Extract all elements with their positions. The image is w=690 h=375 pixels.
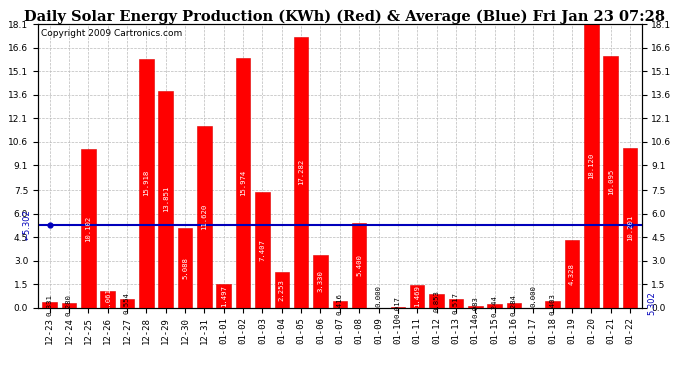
Bar — [352, 223, 366, 308]
Text: Daily Solar Energy Production (KWh) (Red) & Average (Blue) Fri Jan 23 07:28: Daily Solar Energy Production (KWh) (Red… — [25, 9, 665, 24]
Bar — [410, 285, 424, 308]
Bar — [119, 299, 135, 307]
Text: 10.201: 10.201 — [627, 214, 633, 241]
Text: 16.095: 16.095 — [608, 168, 613, 195]
Text: 15.974: 15.974 — [240, 170, 246, 196]
Bar — [61, 303, 76, 307]
Bar — [81, 150, 95, 308]
Text: 18.120: 18.120 — [589, 153, 594, 179]
Bar — [487, 304, 502, 307]
Text: 4.328: 4.328 — [569, 263, 575, 285]
Text: 3.330: 3.330 — [317, 270, 324, 292]
Bar — [255, 192, 270, 308]
Bar — [217, 284, 231, 308]
Text: 11.620: 11.620 — [201, 204, 208, 230]
Text: 0.416: 0.416 — [337, 293, 343, 315]
Bar — [197, 126, 212, 308]
Bar — [448, 299, 463, 307]
Text: 5.400: 5.400 — [356, 254, 362, 276]
Text: 0.403: 0.403 — [550, 293, 555, 315]
Text: 0.000: 0.000 — [375, 285, 382, 307]
Bar — [139, 58, 154, 308]
Text: 0.331: 0.331 — [46, 294, 52, 316]
Bar — [275, 272, 289, 308]
Bar — [333, 301, 347, 307]
Bar — [506, 303, 521, 307]
Bar — [236, 58, 250, 308]
Bar — [468, 306, 482, 308]
Text: 0.517: 0.517 — [453, 292, 459, 314]
Bar — [429, 294, 444, 307]
Bar — [565, 240, 580, 308]
Bar — [178, 228, 193, 308]
Text: 1.061: 1.061 — [105, 288, 110, 310]
Bar — [313, 255, 328, 308]
Text: 0.017: 0.017 — [395, 296, 401, 318]
Text: 7.407: 7.407 — [259, 238, 266, 261]
Bar — [100, 291, 115, 308]
Text: 2.253: 2.253 — [279, 279, 285, 301]
Bar — [294, 37, 308, 308]
Text: 17.282: 17.282 — [298, 159, 304, 186]
Bar — [623, 148, 638, 308]
Text: 0.000: 0.000 — [531, 285, 536, 307]
Text: ←5.302: ←5.302 — [23, 209, 32, 240]
Bar — [584, 24, 599, 308]
Text: 5.302: 5.302 — [648, 291, 657, 315]
Text: 15.918: 15.918 — [144, 170, 149, 196]
Text: 1.497: 1.497 — [221, 285, 227, 307]
Bar — [604, 56, 618, 308]
Text: 0.554: 0.554 — [124, 292, 130, 314]
Text: 0.083: 0.083 — [472, 296, 478, 318]
Bar — [159, 91, 173, 308]
Text: 0.244: 0.244 — [492, 295, 497, 316]
Text: 5.088: 5.088 — [182, 257, 188, 279]
Text: 1.469: 1.469 — [414, 285, 420, 307]
Bar — [545, 301, 560, 307]
Text: 0.280: 0.280 — [66, 294, 72, 316]
Text: Copyright 2009 Cartronics.com: Copyright 2009 Cartronics.com — [41, 28, 182, 38]
Bar — [42, 302, 57, 307]
Text: 0.284: 0.284 — [511, 294, 517, 316]
Text: 13.851: 13.851 — [163, 186, 168, 212]
Text: 10.102: 10.102 — [86, 215, 91, 242]
Text: 0.853: 0.853 — [433, 290, 440, 312]
